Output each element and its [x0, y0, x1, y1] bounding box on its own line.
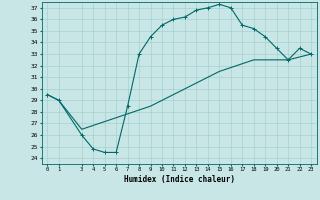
X-axis label: Humidex (Indice chaleur): Humidex (Indice chaleur) — [124, 175, 235, 184]
